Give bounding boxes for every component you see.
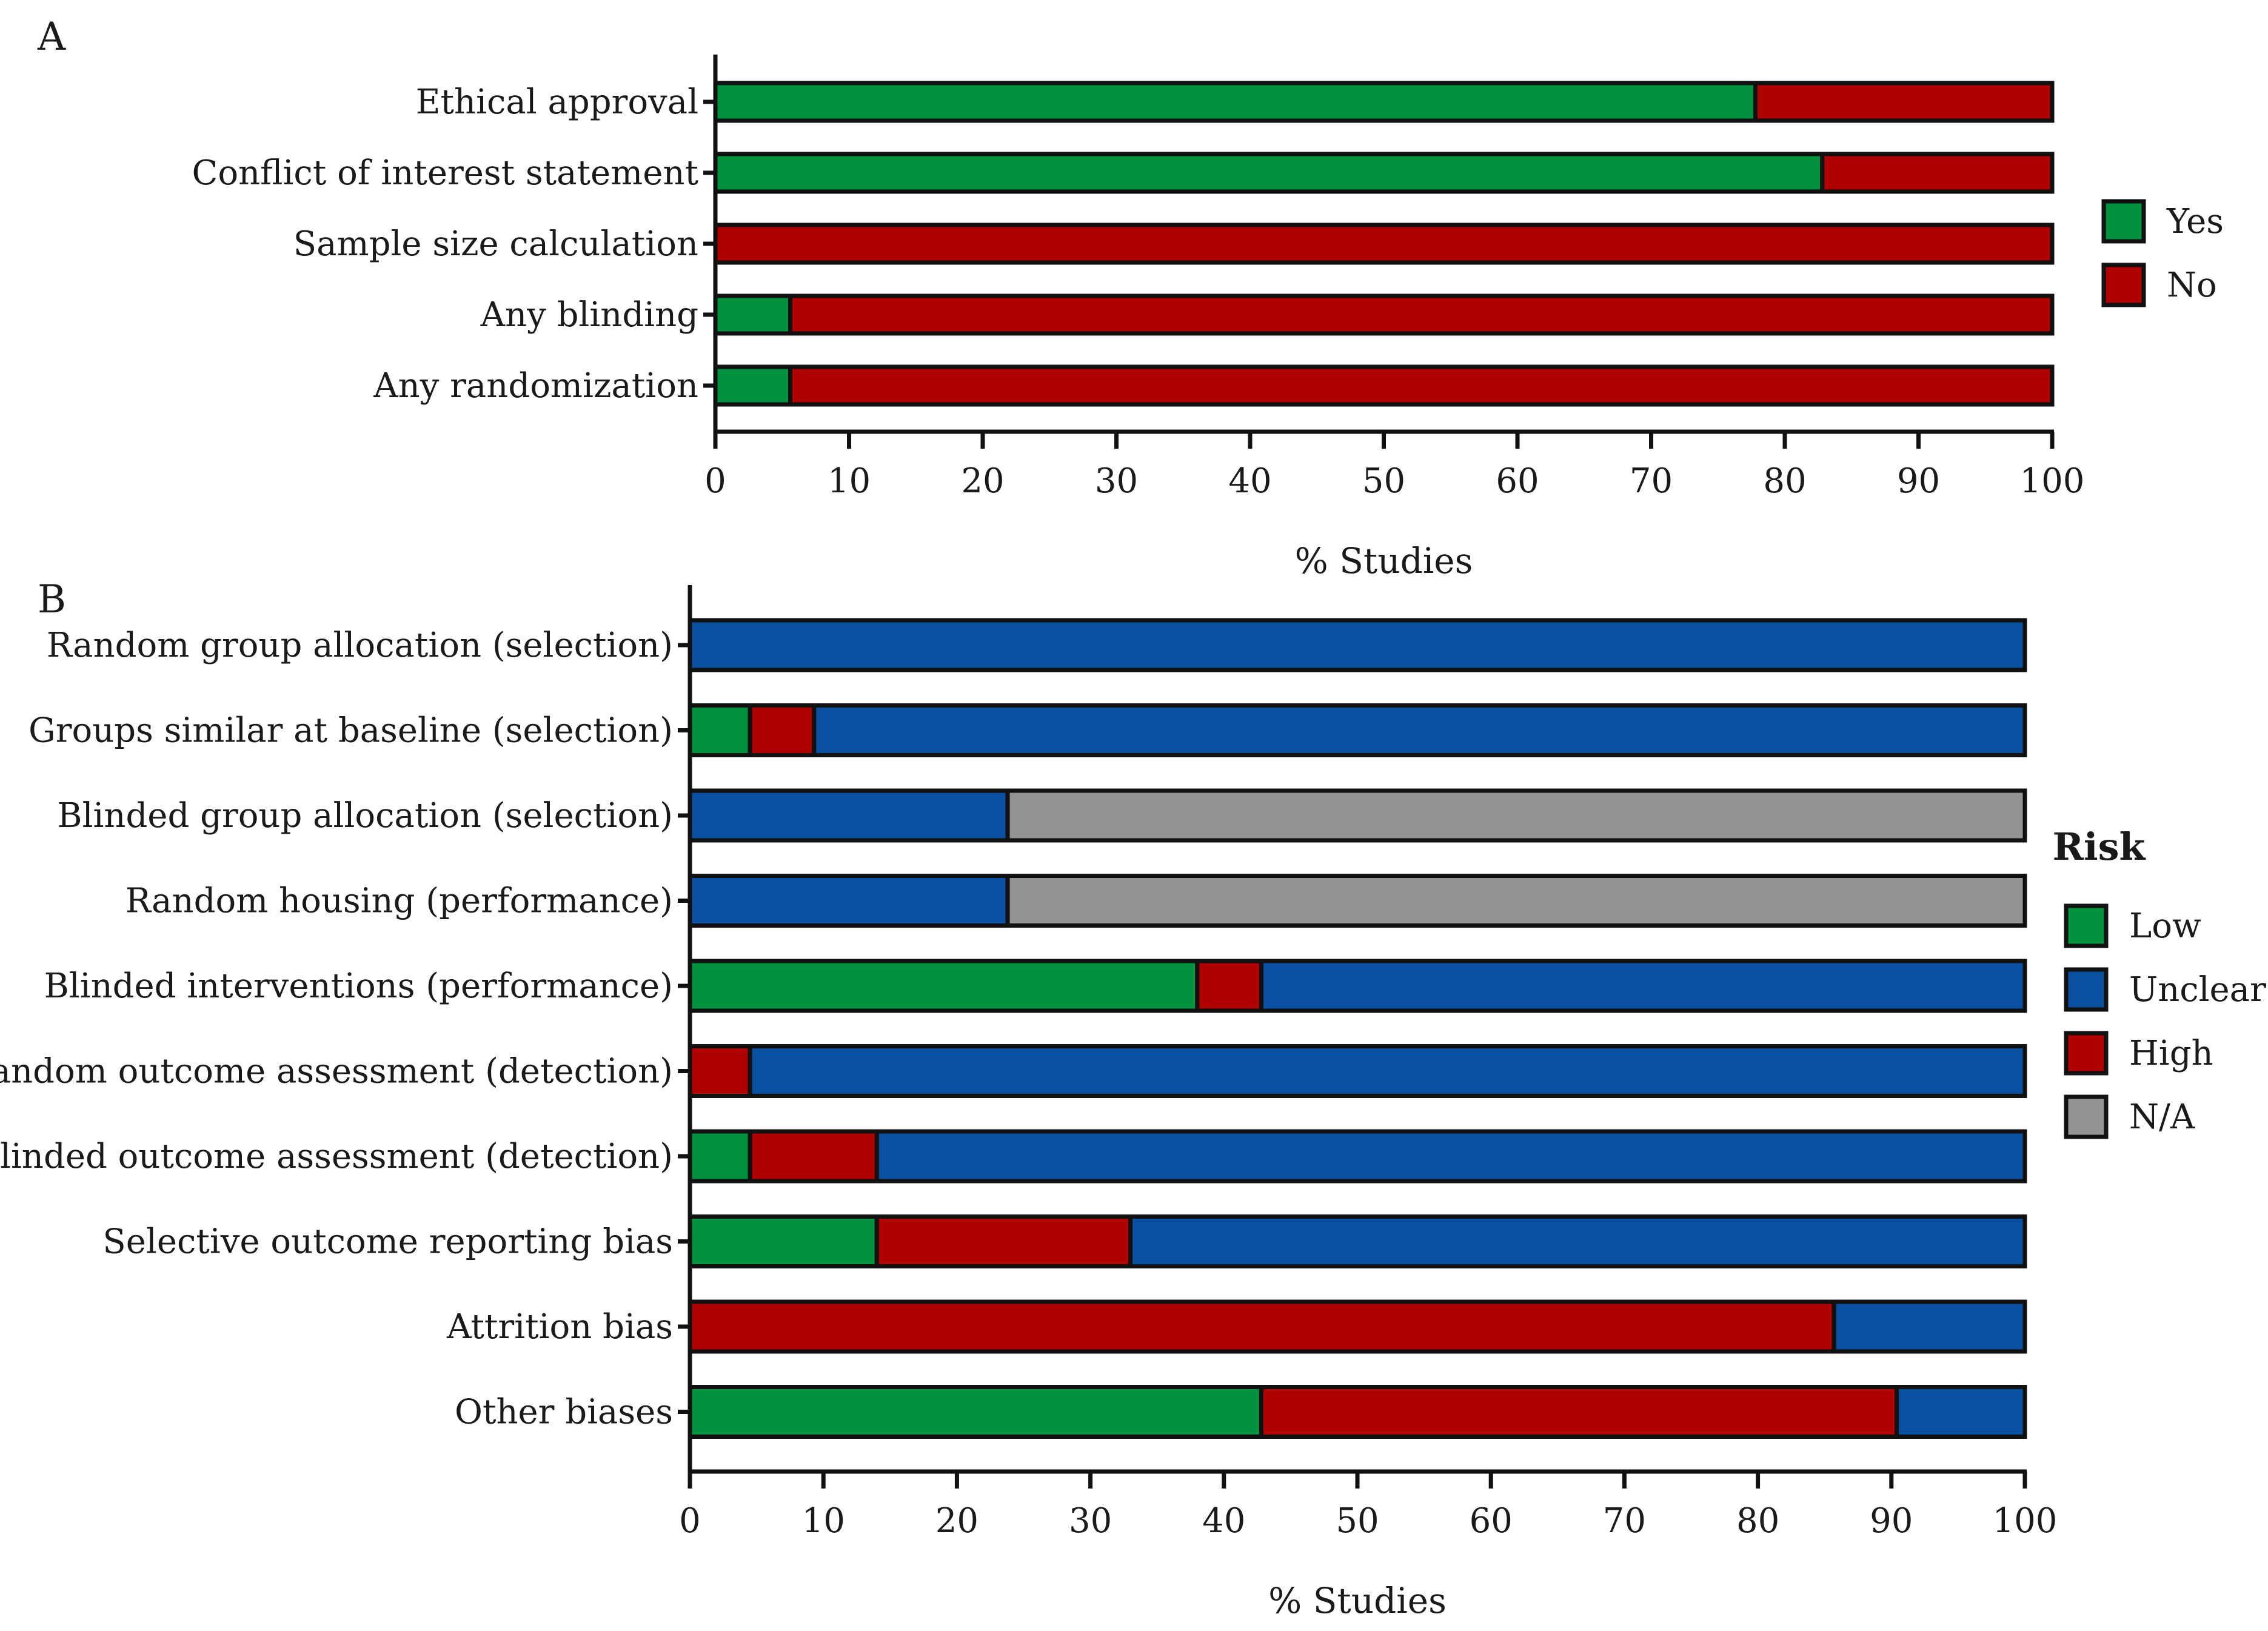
panel-b-legend-label-high: High [2129,1034,2213,1073]
panel-a-category-label: Any blinding [480,295,698,335]
panel-a-bar-ethical-approval-no [1753,81,2055,123]
panel-b-bar-random-housing-performance-unclear [687,874,1010,928]
panel-a-bar-any-randomization-no [788,364,2055,407]
panel-a-xtick-label: 20 [961,461,1004,501]
panel-b-letter: B [38,577,66,622]
panel-b-bar-blinded-interventions-performance-unclear [1259,959,2027,1013]
panel-b-xtick-label: 80 [1736,1501,1779,1541]
panel-b-legend-swatch-unclear [2064,967,2109,1012]
panel-a-category-label: Ethical approval [416,82,698,122]
panel-b-legend-title: Risk [2053,825,2147,869]
panel-a-xtick-label: 40 [1228,461,1271,501]
panel-b-bar-selective-outcome-reporting-bias-low [687,1214,879,1268]
panel-b-category-label: Random outcome assessment (detection) [0,1052,673,1091]
panel-b-bar-other-biases-high [1259,1385,1899,1439]
panel-a-bar-sample-size-calculation-no [713,223,2055,265]
panel-b-bar-random-outcome-assessment-detection-high [687,1044,752,1098]
panel-b-bar-blinded-group-allocation-selection-n-a [1005,788,2027,843]
panel-b-bar-blinded-interventions-performance-high [1195,959,1263,1013]
panel-b-legend-swatch-n-a [2064,1094,2109,1139]
panel-a-bar-conflict-of-interest-statement-no [1820,152,2055,194]
panel-b-xtick-label: 40 [1202,1501,1245,1541]
panel-b-xtick-label: 50 [1336,1501,1379,1541]
panel-a-reporting-chart: A Ethical approval Conflict of interest st… [37,15,2224,581]
panel-b-bar-attrition-bias-unclear [1831,1299,2027,1354]
panel-a-legend-swatch-yes [2101,199,2146,244]
panel-a-x-axis-title: % Studies [1295,540,1473,581]
panel-b-bar-blinded-outcome-assessment-detection-high [748,1129,879,1184]
panel-b-xtick-label: 60 [1470,1501,1513,1541]
panel-a-xtick-label: 90 [1897,461,1940,501]
panel-a-xtick-label: 50 [1362,461,1405,501]
panel-b-bar-random-outcome-assessment-detection-unclear [748,1044,2027,1098]
panel-b-category-label: Blinded outcome assessment (detection) [0,1137,673,1176]
panel-a-xtick-label: 30 [1095,461,1138,501]
panel-b-bar-blinded-interventions-performance-low [687,959,1200,1013]
panel-b-category-label: Selective outcome reporting bias [102,1222,673,1262]
panel-a-category-label: Any randomization [373,366,698,406]
panel-b-category-label: Blinded interventions (performance) [44,966,673,1006]
panel-a-legend-label-yes: Yes [2166,202,2224,241]
panel-b-bar-other-biases-unclear [1895,1385,2027,1439]
panel-b-category-label: Groups similar at baseline (selection) [28,711,673,751]
panel-b-bar-selective-outcome-reporting-bias-high [874,1214,1133,1268]
panel-a-bar-any-blinding-yes [713,293,792,336]
panel-a-xtick-label: 60 [1496,461,1539,501]
panel-b-category-label: Random group allocation (selection) [47,626,673,665]
panel-b-bar-random-group-allocation-selection-unclear [687,618,2027,672]
panel-b-xtick-label: 0 [679,1501,701,1541]
panel-a-letter: A [37,15,66,59]
panel-a-xtick-label: 0 [704,461,726,501]
panel-b-bar-groups-similar-at-baseline-selection-high [748,703,817,757]
panel-b-legend-label-n-a: N/A [2129,1097,2195,1137]
panel-a-bar-conflict-of-interest-statement-yes [713,152,1825,194]
panel-b-legend-swatch-low [2064,903,2109,948]
panel-a-bar-ethical-approval-yes [713,81,1758,123]
panel-b-bar-other-biases-low [687,1385,1263,1439]
panel-b-risk-of-bias-chart: B Random group allocation (selection) Grou… [0,577,2266,1621]
panel-a-xtick-label: 10 [828,461,871,501]
panel-b-category-label: Other biases [455,1393,673,1432]
panel-b-category-label: Random housing (performance) [125,882,673,921]
panel-a-category-label: Conflict of interest statement [192,153,699,193]
panel-a-legend-swatch-no [2101,263,2146,307]
panel-b-bar-selective-outcome-reporting-bias-unclear [1128,1214,2027,1268]
panel-b-legend-label-unclear: Unclear [2129,970,2266,1010]
panel-b-xtick-label: 20 [935,1501,978,1541]
panel-b-x-axis-title: % Studies [1268,1580,1447,1621]
panel-b-bar-groups-similar-at-baseline-selection-low [687,703,752,757]
panel-b-xtick-label: 70 [1603,1501,1646,1541]
panel-b-legend-swatch-high [2064,1031,2109,1076]
panel-b-xtick-label: 100 [1993,1501,2058,1541]
panel-b-xtick-label: 30 [1069,1501,1112,1541]
panel-a-bar-any-randomization-yes [713,364,792,407]
panel-b-xtick-label: 10 [802,1501,845,1541]
panel-b-category-label: Blinded group allocation (selection) [57,796,673,836]
panel-b-bar-blinded-outcome-assessment-detection-low [687,1129,752,1184]
panel-b-legend-label-low: Low [2129,906,2201,946]
panel-a-category-label: Sample size calculation [293,224,698,264]
panel-b-xtick-label: 90 [1870,1501,1913,1541]
panel-a-xtick-label: 70 [1630,461,1673,501]
panel-a-legend-label-no: No [2167,266,2217,305]
panel-a-xtick-label: 80 [1763,461,1806,501]
panel-b-category-label: Attrition bias [446,1307,673,1347]
panel-b-bar-groups-similar-at-baseline-selection-unclear [812,703,2027,757]
panel-b-bar-random-housing-performance-n-a [1005,874,2027,928]
panel-b-bar-blinded-group-allocation-selection-unclear [687,788,1010,843]
panel-a-xtick-label: 100 [2020,461,2085,501]
panel-b-bar-attrition-bias-high [687,1299,1836,1354]
panel-b-bar-blinded-outcome-assessment-detection-unclear [874,1129,2027,1184]
panel-a-bar-any-blinding-no [788,293,2055,336]
